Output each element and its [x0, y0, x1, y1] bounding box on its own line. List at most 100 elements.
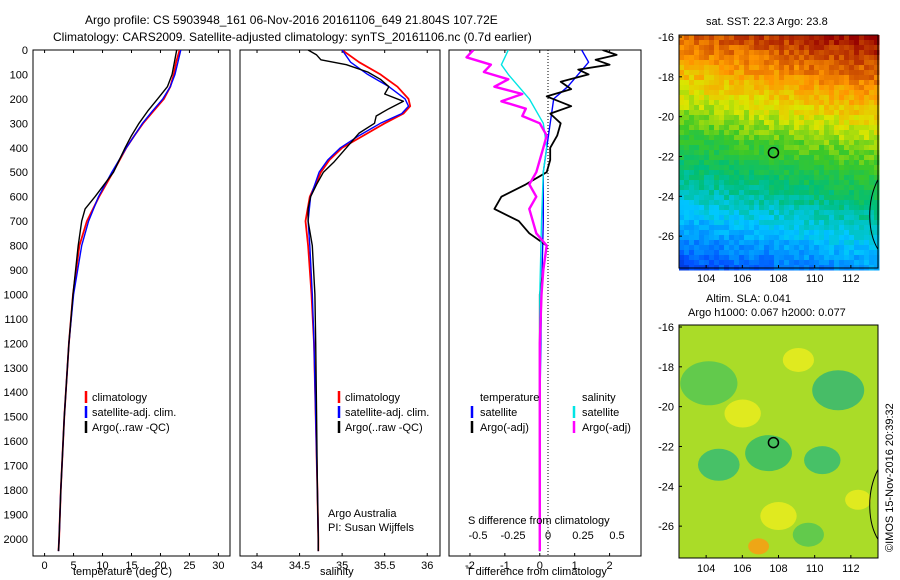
sst-cell [809, 40, 815, 46]
sst-cell [824, 195, 830, 201]
sst-cell [684, 160, 690, 166]
sst-cell [859, 120, 865, 126]
sst-cell [709, 220, 715, 226]
sst-cell [784, 60, 790, 66]
sst-cell [804, 230, 810, 236]
sst-cell [684, 250, 690, 256]
sst-cell [854, 190, 860, 196]
sst-cell [814, 170, 820, 176]
sst-cell [709, 145, 715, 151]
sla-float-marker [767, 436, 780, 449]
sst-cell [734, 75, 740, 81]
depth-tick-label: 300 [10, 118, 28, 130]
sst-cell [824, 100, 830, 106]
sst-cell [804, 200, 810, 206]
sst-cell [829, 50, 835, 56]
sst-cell [874, 210, 880, 216]
sst-cell [709, 215, 715, 221]
sst-cell [849, 125, 855, 131]
sst-cell [679, 185, 685, 191]
sst-cell [689, 220, 695, 226]
sst-cell [844, 150, 850, 156]
sst-cell [779, 75, 785, 81]
sst-cell [779, 200, 785, 206]
sst-cell [784, 160, 790, 166]
sst-cell [704, 110, 710, 116]
sst-cell [864, 80, 870, 86]
sst-cell [759, 40, 765, 46]
sst-cell [839, 65, 845, 71]
sst-cell [814, 240, 820, 246]
sst-cell [689, 100, 695, 106]
sst-cell [869, 140, 875, 146]
sst-cell [709, 35, 715, 41]
sst-cell [724, 130, 730, 136]
sst-cell [854, 210, 860, 216]
sst-cell [784, 105, 790, 111]
sst-cell [774, 240, 780, 246]
sst-cell [804, 40, 810, 46]
sst-cell [859, 185, 865, 191]
sst-cell [719, 220, 725, 226]
sst-cell [684, 145, 690, 151]
sst-cell [804, 245, 810, 251]
sst-cell [724, 145, 730, 151]
map-lat-label: -22 [658, 151, 674, 163]
sst-cell [774, 210, 780, 216]
sst-cell [684, 115, 690, 121]
sst-cell [734, 125, 740, 131]
sst-cell [709, 45, 715, 51]
sst-cell [724, 195, 730, 201]
sst-cell [679, 160, 685, 166]
sst-cell [689, 40, 695, 46]
figure-title-line1: Argo profile: CS 5903948_161 06-Nov-2016… [85, 13, 498, 27]
sst-cell [784, 65, 790, 71]
sst-cell [834, 190, 840, 196]
sst-cell [839, 100, 845, 106]
sst-cell [699, 80, 705, 86]
sst-cell [864, 170, 870, 176]
sst-cell [819, 200, 825, 206]
sst-cell [764, 255, 770, 261]
depth-tick-label: 1800 [4, 485, 28, 497]
sst-cell [814, 45, 820, 51]
sst-cell [739, 55, 745, 61]
sst-cell [829, 60, 835, 66]
sst-cell [859, 190, 865, 196]
sst-cell [729, 170, 735, 176]
legend-satellite-label: satellite-adj. clim. [345, 407, 429, 419]
salinity-difference-tick-label: -0.5 [469, 530, 488, 542]
depth-tick-label: 1300 [4, 363, 28, 375]
sst-cell [734, 50, 740, 56]
sst-cell [714, 205, 720, 211]
sst-cell [854, 155, 860, 161]
depth-tick-label: 200 [10, 94, 28, 106]
sst-cell [864, 255, 870, 261]
sst-cell [829, 35, 835, 41]
sst-cell [744, 245, 750, 251]
salinity-xtick-label: 34.5 [289, 560, 310, 572]
sst-cell [859, 235, 865, 241]
sst-cell [779, 170, 785, 176]
sst-cell [804, 210, 810, 216]
sst-cell [804, 165, 810, 171]
sst-cell [729, 140, 735, 146]
sst-cell [799, 75, 805, 81]
sst-cell [759, 70, 765, 76]
sst-cell [734, 185, 740, 191]
sst-cell [834, 195, 840, 201]
sst-cell [864, 60, 870, 66]
sst-cell [729, 160, 735, 166]
sst-cell [704, 225, 710, 231]
sst-cell [844, 105, 850, 111]
sst-cell [854, 240, 860, 246]
sst-cell [854, 205, 860, 211]
sst-cell [714, 60, 720, 66]
sst-cell [714, 80, 720, 86]
sst-cell [744, 200, 750, 206]
sst-cell [759, 155, 765, 161]
sst-cell [774, 190, 780, 196]
sst-cell [829, 235, 835, 241]
sst-cell [739, 215, 745, 221]
sst-cell [684, 100, 690, 106]
